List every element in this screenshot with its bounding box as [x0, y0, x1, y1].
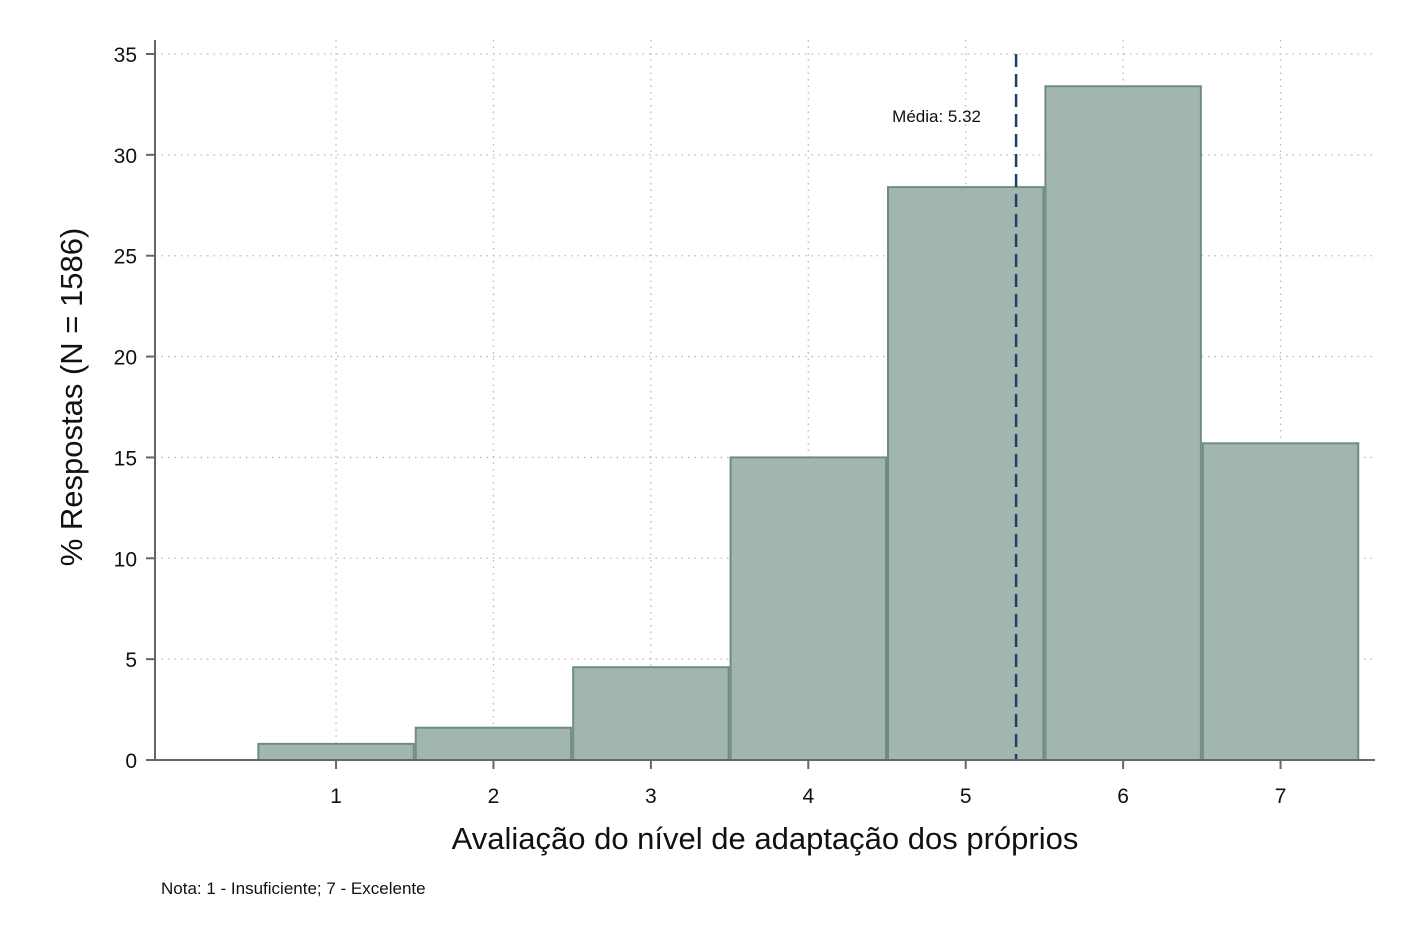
x-axis-title: Avaliação do nível de adaptação dos próp…	[452, 821, 1079, 856]
bar-2	[414, 726, 573, 761]
bar-3	[572, 666, 730, 761]
y-tick-label: 0	[125, 750, 137, 773]
y-ticks: 0 5 10 15 20 25 30 35	[114, 44, 155, 773]
y-tick-label: 5	[125, 649, 137, 672]
mean-label: Média: 5.32	[892, 107, 981, 126]
y-tick-label: 20	[114, 347, 137, 370]
chart-note: Nota: 1 - Insuficiente; 7 - Excelente	[161, 879, 426, 898]
y-tick-label: 30	[114, 145, 137, 168]
x-ticks: 1 2 3 4 5 6 7	[330, 760, 1286, 808]
x-tick-label: 1	[330, 785, 342, 808]
y-tick-label: 15	[114, 447, 137, 470]
bar-7	[1201, 442, 1360, 761]
x-tick-label: 7	[1275, 785, 1287, 808]
bar-5	[887, 186, 1045, 762]
y-tick-label: 25	[114, 246, 137, 269]
x-tick-label: 6	[1117, 785, 1129, 808]
x-tick-label: 3	[645, 785, 657, 808]
bar-1	[257, 742, 415, 761]
bar-4	[729, 456, 887, 761]
axes	[154, 40, 1375, 761]
x-tick-label: 4	[802, 785, 814, 808]
y-tick-label: 35	[114, 44, 137, 67]
x-tick-label: 2	[488, 785, 500, 808]
y-axis-title: % Respostas (N = 1586)	[54, 228, 89, 567]
bar-6	[1044, 85, 1202, 761]
x-tick-label: 5	[960, 785, 972, 808]
y-tick-label: 10	[114, 548, 137, 571]
bars	[257, 85, 1360, 762]
